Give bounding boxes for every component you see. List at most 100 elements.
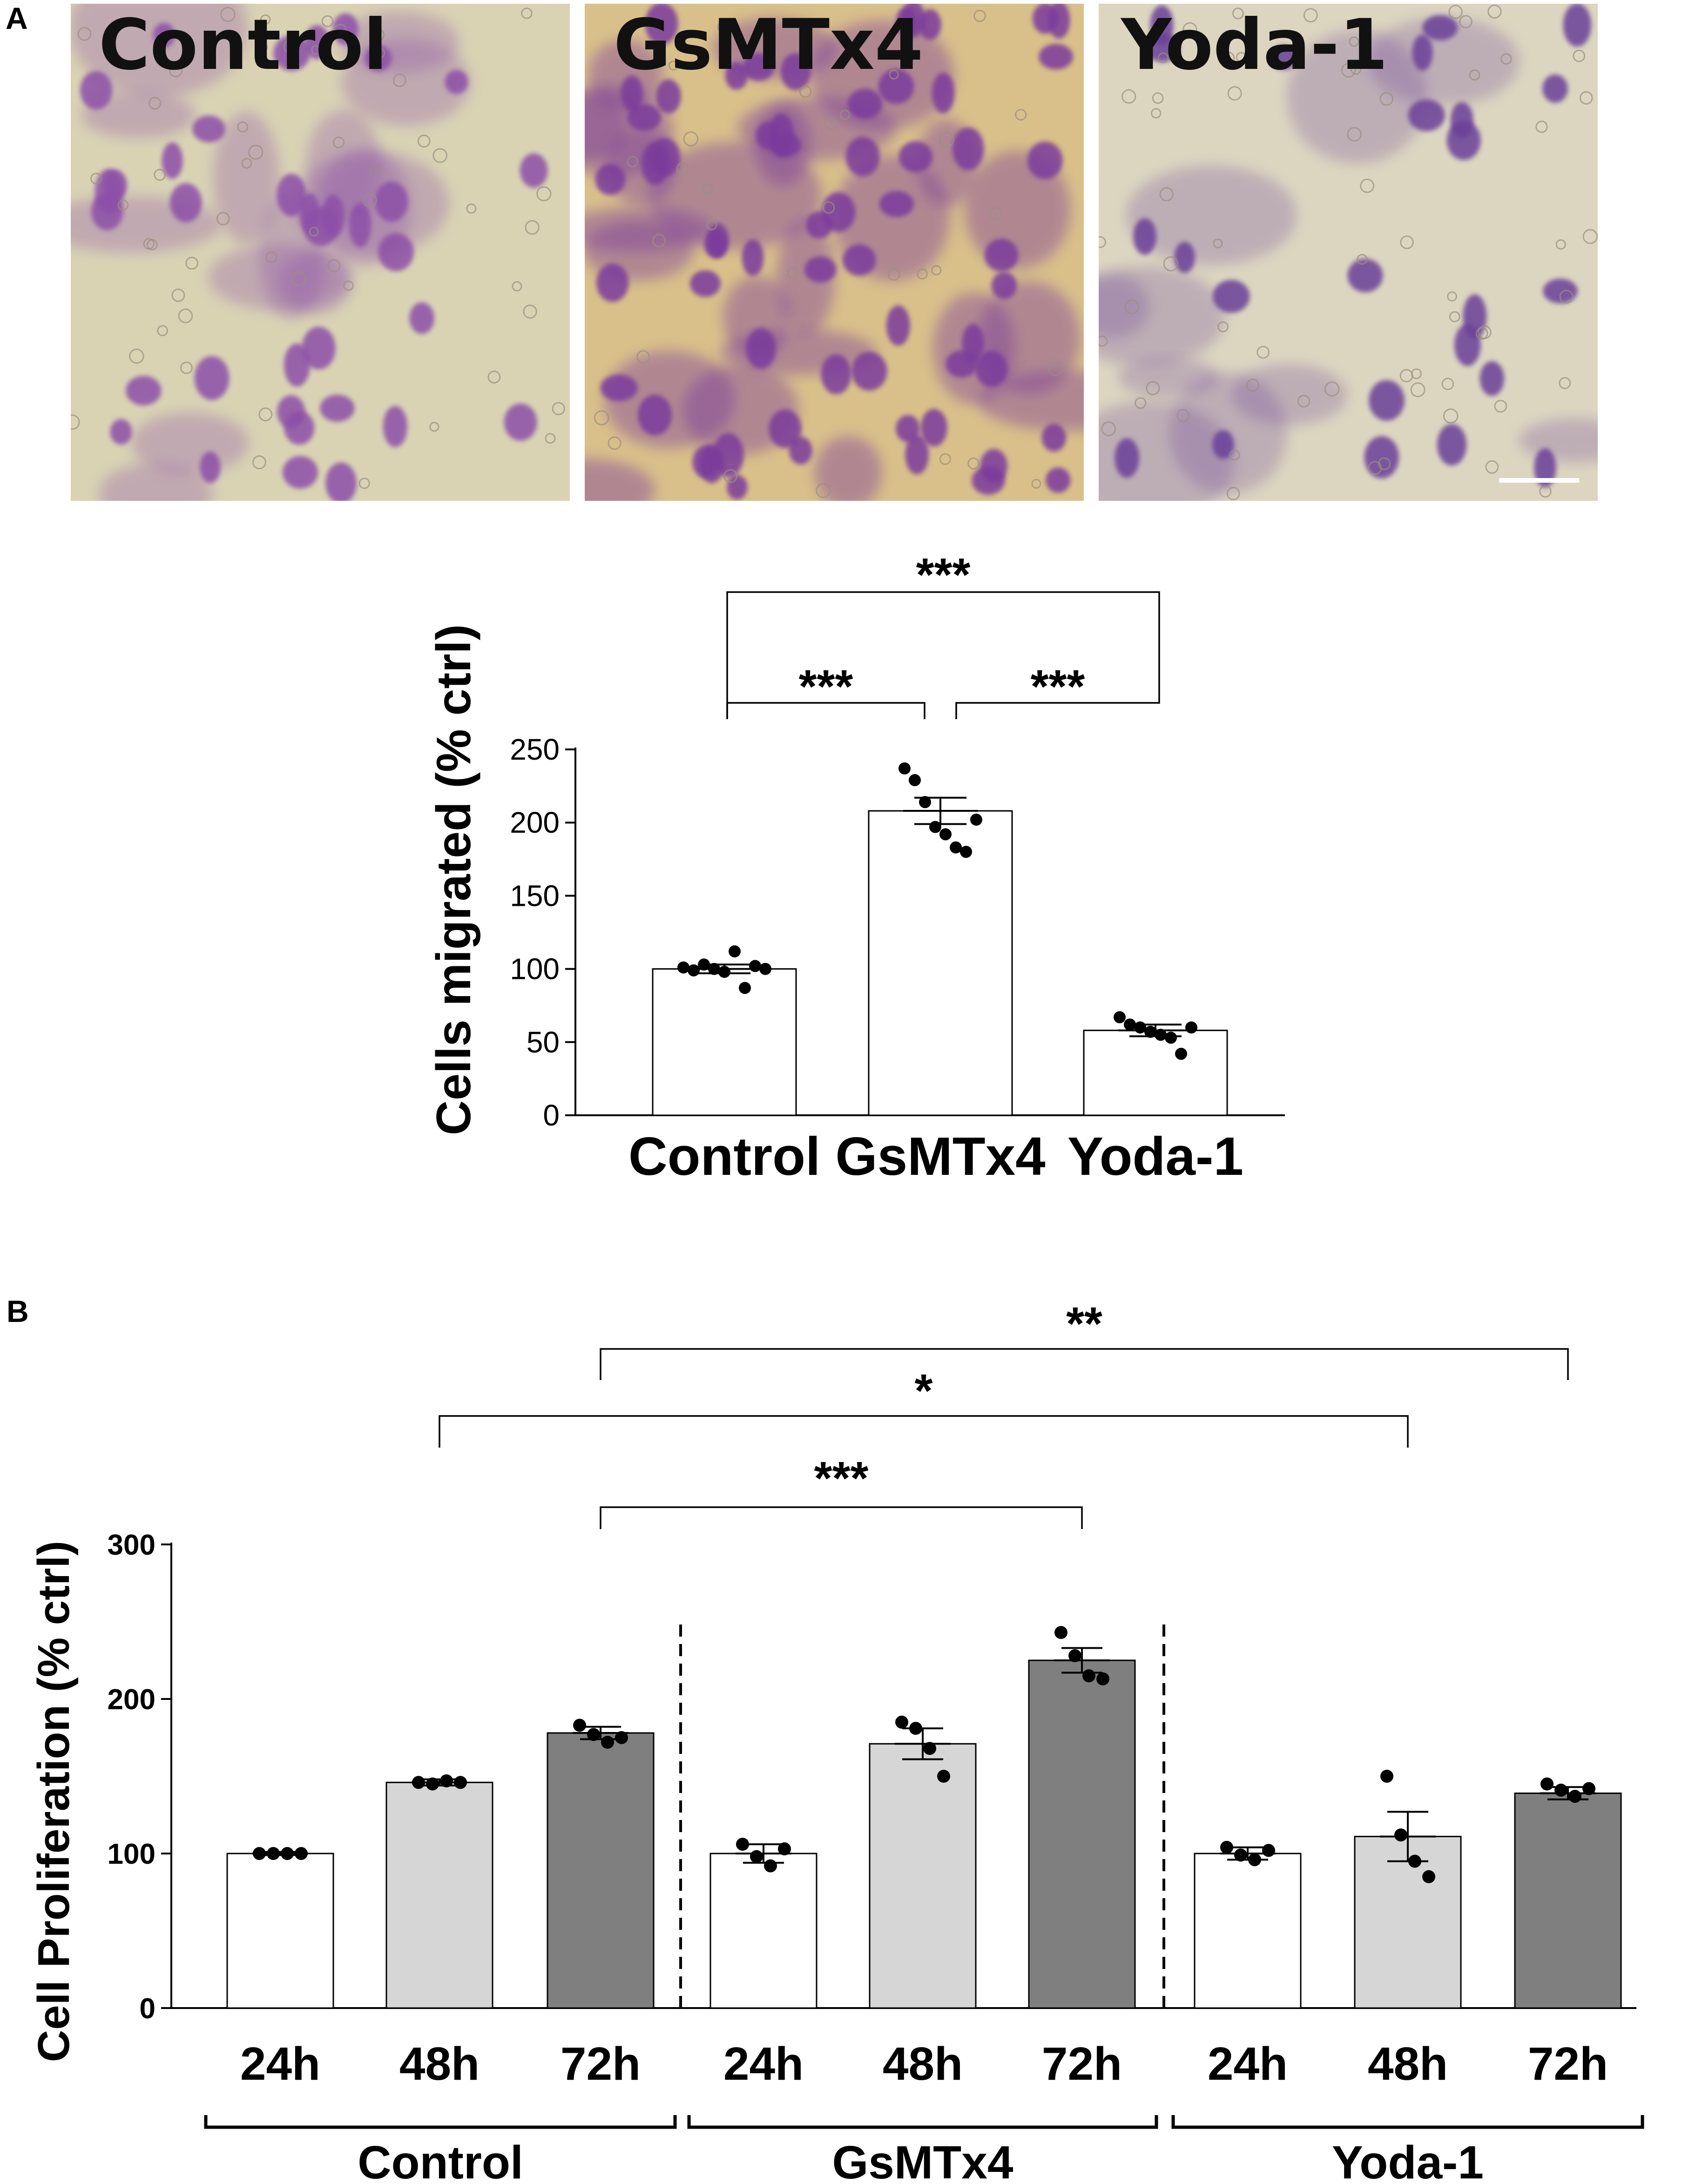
membrane-pore — [887, 268, 900, 281]
chart-b-bar — [226, 1853, 334, 2009]
membrane-pore — [1213, 238, 1223, 249]
cell-nucleus — [1412, 34, 1433, 71]
membrane-pore — [432, 148, 448, 163]
membrane-pore — [157, 325, 169, 337]
membrane-pore — [154, 169, 166, 181]
membrane-pore — [371, 28, 385, 42]
membrane-pore — [1341, 62, 1356, 78]
membrane-pore — [241, 158, 252, 169]
membrane-pore — [375, 48, 385, 59]
membrane-pore — [265, 251, 277, 263]
chart-a-data-point — [739, 982, 751, 994]
cell-nucleus — [595, 164, 626, 195]
chart-a-data-point — [677, 961, 689, 974]
cell-nucleus — [946, 350, 978, 377]
chart-b-data-point — [454, 1776, 467, 1789]
membrane-pore — [1152, 92, 1164, 104]
membrane-pore — [1475, 327, 1488, 340]
membrane-pore — [1573, 49, 1586, 62]
membrane-pore — [1559, 290, 1574, 304]
chart-a-data-point — [970, 813, 982, 826]
membrane-pore — [417, 135, 431, 148]
chart-b-timepoint-label: 48h — [1368, 2038, 1448, 2090]
chart-b-y-tick-label: 200 — [108, 1684, 155, 1716]
cell-nucleus — [920, 409, 947, 447]
cell-nucleus — [845, 136, 880, 176]
membrane-pore — [327, 259, 341, 273]
stain-haze — [978, 370, 1084, 431]
cell-nucleus — [1563, 4, 1592, 47]
cell-nucleus — [1039, 44, 1074, 70]
cell-nucleus — [689, 270, 721, 297]
cell-nucleus — [1480, 361, 1504, 396]
cell-nucleus — [1369, 380, 1405, 421]
membrane-pore — [1500, 53, 1512, 65]
chart-a-significance-bracket — [955, 673, 1160, 719]
membrane-pore — [787, 267, 798, 279]
membrane-pore — [260, 14, 271, 25]
chart-a-data-point — [1114, 1011, 1126, 1024]
chart-a-data-point — [899, 762, 911, 775]
membrane-pore — [362, 193, 377, 208]
stain-haze — [81, 92, 196, 139]
membrane-pore — [178, 308, 193, 324]
membrane-pore — [77, 27, 92, 41]
membrane-pore — [822, 201, 835, 214]
membrane-pore — [1182, 22, 1197, 37]
micrograph-control: Control — [71, 4, 570, 501]
micrograph-cells — [1099, 4, 1598, 501]
membrane-pore — [392, 74, 406, 88]
membrane-pore — [1163, 256, 1179, 272]
chart-a-data-point — [909, 774, 921, 787]
cell-nucleus — [952, 127, 984, 171]
chart-b-data-point — [1554, 1783, 1567, 1797]
micrograph-yoda1: Yoda-1 — [1099, 4, 1598, 501]
chart-b-data-point — [412, 1776, 425, 1789]
membrane-pore — [1124, 299, 1139, 315]
membrane-pore — [252, 455, 267, 470]
membrane-pore — [1449, 311, 1460, 323]
membrane-pore — [552, 402, 565, 416]
chart-b-significance-label: * — [915, 1365, 933, 1417]
chart-a-data-point — [1165, 1031, 1177, 1044]
cell-nucleus — [1046, 467, 1071, 493]
membrane-pore — [311, 45, 321, 55]
membrane-pore — [1257, 345, 1270, 359]
chart-b-timepoint-label: 48h — [883, 2038, 963, 2090]
membrane-pore — [1448, 5, 1463, 19]
cell-nucleus — [304, 25, 330, 60]
chart-b-data-point — [281, 1847, 294, 1860]
chart-a-data-point — [1134, 1021, 1146, 1034]
chart-b-bar — [1028, 1659, 1136, 2009]
cell-nucleus — [899, 141, 933, 173]
membrane-pore — [523, 304, 537, 319]
chart-a-data-point — [688, 964, 700, 977]
membrane-pore — [143, 238, 155, 250]
chart-b-timepoint-label: 24h — [240, 2038, 320, 2090]
membrane-pore — [702, 183, 714, 195]
chart-b-data-point — [736, 1838, 749, 1851]
chart-b-significance-label: ** — [1066, 1298, 1102, 1350]
chart-a-y-tick-label: 100 — [510, 952, 560, 986]
membrane-pore — [466, 203, 477, 214]
chart-a-y-axis-label: Cells migrated (% ctrl) — [427, 624, 481, 1135]
chart-b-significance-bracket — [600, 1348, 1569, 1380]
stain-haze — [208, 244, 352, 310]
cell-nucleus — [520, 153, 548, 188]
chart-a-data-point — [1124, 1018, 1136, 1031]
cell-nucleus — [375, 182, 408, 222]
chart-a-data-point — [929, 821, 941, 833]
cell-nucleus — [378, 233, 414, 271]
membrane-pore — [1121, 89, 1136, 104]
membrane-pore — [429, 422, 439, 432]
chart-b-bar — [547, 1732, 655, 2009]
chart-b-timepoint-label: 72h — [561, 2038, 641, 2090]
cell-nucleus — [1041, 424, 1066, 452]
cell-nucleus — [1212, 430, 1234, 459]
membrane-pore — [1360, 178, 1375, 193]
chart-b-data-point — [601, 1735, 614, 1749]
chart-b-data-point — [267, 1847, 280, 1860]
membrane-pore — [1099, 335, 1108, 347]
membrane-pore — [973, 9, 986, 22]
chart-a-data-point — [1185, 1021, 1197, 1034]
